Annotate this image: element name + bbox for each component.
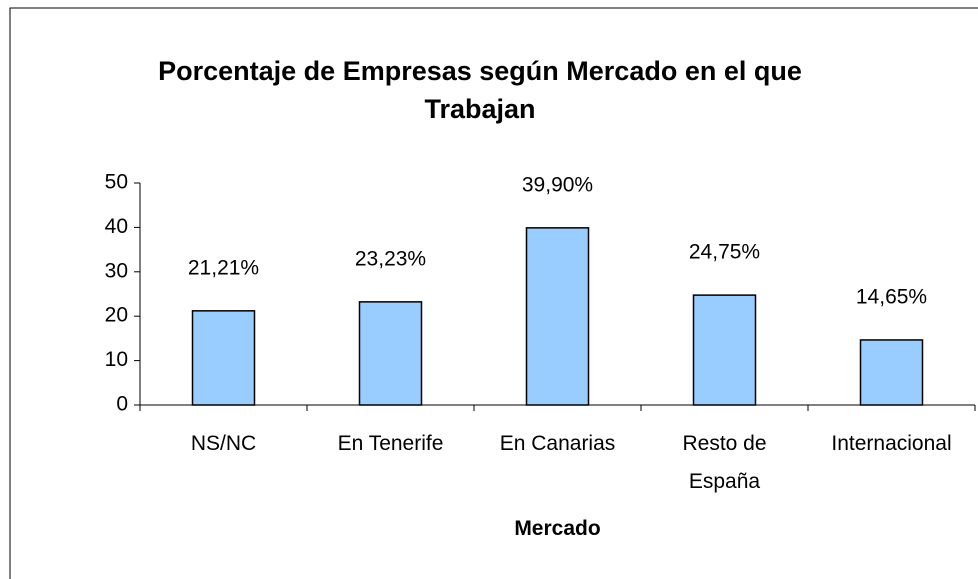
y-tick-label: 0 [116, 393, 128, 416]
bar [859, 339, 924, 406]
y-tick-label: 40 [105, 215, 128, 238]
data-label: 39,90% [522, 173, 593, 196]
x-tick-label: En Canarias [499, 432, 616, 455]
bar [692, 294, 757, 406]
data-label: 21,21% [188, 256, 259, 279]
data-label: 23,23% [355, 247, 426, 270]
x-tick-label: En Tenerife [337, 432, 444, 455]
y-tick-label: 30 [105, 259, 128, 282]
data-label: 24,75% [689, 241, 760, 264]
chart-title: Porcentaje de Empresas según Mercado en … [158, 56, 802, 124]
x-tick-label: Internacional [831, 432, 952, 455]
bar [358, 301, 423, 406]
data-label: 14,65% [856, 286, 927, 309]
x-tick-label: NS/NC [190, 432, 257, 455]
bar [191, 310, 256, 406]
y-tick-label: 50 [105, 171, 128, 194]
x-axis-label: Mercado [514, 517, 601, 540]
chart-border [9, 7, 978, 579]
y-tick-label: 10 [105, 348, 128, 371]
y-tick-label: 20 [105, 304, 128, 327]
bar [525, 227, 590, 406]
x-tick-label: Resto de España [682, 432, 767, 493]
